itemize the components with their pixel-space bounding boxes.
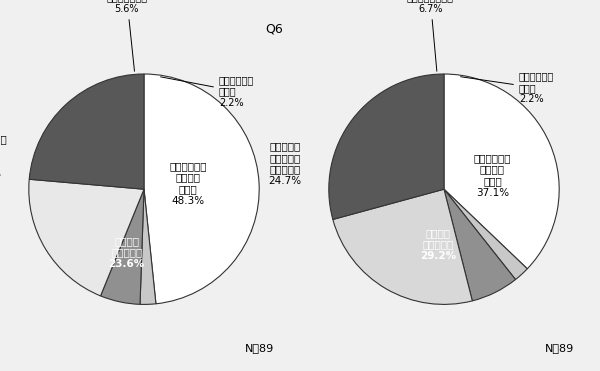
- Text: はい、安い
から海外産
原料を買う
24.7%: はい、安い から海外産 原料を買う 24.7%: [268, 141, 302, 186]
- Wedge shape: [144, 74, 259, 304]
- Wedge shape: [101, 189, 144, 304]
- Text: いいえ、主に
国産原料
を買う
37.1%: いいえ、主に 国産原料 を買う 37.1%: [473, 153, 511, 198]
- Text: Q6: Q6: [265, 22, 283, 35]
- Wedge shape: [444, 189, 527, 279]
- Text: N＝89: N＝89: [545, 343, 574, 353]
- Text: N＝89: N＝89: [245, 343, 274, 353]
- Text: はい、品質が良いから
輸入製品を買う
5.6%: はい、品質が良いから 輸入製品を買う 5.6%: [97, 0, 156, 71]
- Wedge shape: [444, 189, 515, 301]
- Text: はい、その他
の理由
2.2%: はい、その他 の理由 2.2%: [461, 71, 554, 104]
- Wedge shape: [140, 189, 156, 305]
- Text: はい、品質が良いから
海外産原料を買う
6.7%: はい、品質が良いから 海外産原料を買う 6.7%: [401, 0, 460, 71]
- Wedge shape: [329, 74, 444, 220]
- Text: はい、その他
の理由
2.2%: はい、その他 の理由 2.2%: [161, 75, 254, 108]
- Text: 特に気に
していない
23.6%: 特に気に していない 23.6%: [109, 236, 145, 269]
- Wedge shape: [29, 74, 144, 189]
- Text: はい、安いから
輸入製品
を買う
20.2%: はい、安いから 輸入製品 を買う 20.2%: [0, 135, 7, 179]
- Wedge shape: [29, 179, 144, 296]
- Wedge shape: [444, 74, 559, 269]
- Text: いいえ、主に
国内製品
を買う
48.3%: いいえ、主に 国内製品 を買う 48.3%: [169, 161, 206, 206]
- Text: 特に気に
していない
29.2%: 特に気に していない 29.2%: [420, 228, 457, 261]
- Wedge shape: [333, 189, 472, 305]
